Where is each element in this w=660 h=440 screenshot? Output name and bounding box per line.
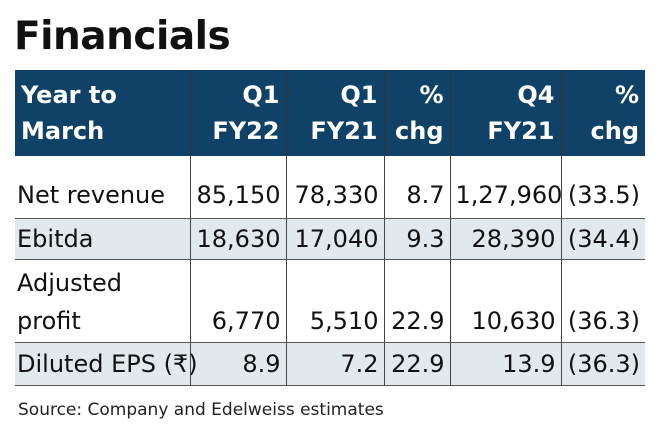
cell: 13.9 [449, 342, 561, 386]
header-period: Year to March [15, 70, 190, 156]
cell: 10,630 [449, 259, 561, 343]
cell: (33.5) [560, 156, 645, 219]
cell: 17,040 [285, 218, 384, 260]
table-row: Ebitda 18,630 17,040 9.3 28,390 (34.4) [15, 218, 645, 260]
cell: 78,330 [285, 156, 384, 219]
header-yoy-chg: % chg [383, 70, 450, 156]
cell: 22.9 [383, 342, 450, 386]
cell: (36.3) [560, 342, 645, 386]
table-row: Net revenue 85,150 78,330 8.7 1,27,960 (… [15, 156, 645, 219]
cell: 7.2 [285, 342, 384, 386]
cell: 85,150 [189, 156, 286, 219]
cell: 8.9 [189, 342, 286, 386]
cell: 18,630 [189, 218, 286, 260]
chart-title: Financials [14, 14, 231, 59]
row-label: Ebitda [15, 218, 190, 260]
cell: 8.7 [383, 156, 450, 219]
cell: (34.4) [560, 218, 645, 260]
header-row: Year to March Q1 FY22 Q1 FY21 % chg Q4 FY21 %… [15, 70, 645, 156]
cell: 6,770 [189, 259, 286, 343]
source-note: Source: Company and Edelweiss estimates [18, 400, 384, 420]
header-q1fy22: Q1 FY22 [189, 70, 286, 156]
cell: 5,510 [285, 259, 384, 343]
row-label: Adjusted profit [15, 259, 190, 343]
header-qoq-chg: % chg [560, 70, 645, 156]
table-row: Diluted EPS (₹) 8.9 7.2 22.9 13.9 (36.3) [15, 342, 645, 386]
cell: 28,390 [449, 218, 561, 260]
financials-table: Year to March Q1 FY22 Q1 FY21 % chg Q4 FY21 %… [15, 70, 645, 386]
header-q1fy21: Q1 FY21 [285, 70, 384, 156]
cell: 1,27,960 [449, 156, 562, 219]
row-label: Diluted EPS (₹) [15, 342, 198, 386]
header-q4fy21: Q4 FY21 [449, 70, 561, 156]
cell: (36.3) [560, 259, 645, 343]
table-row: Adjusted profit 6,770 5,510 22.9 10,630 … [15, 259, 645, 343]
cell: 9.3 [383, 218, 450, 260]
row-label: Net revenue [15, 156, 190, 219]
cell: 22.9 [383, 259, 450, 343]
